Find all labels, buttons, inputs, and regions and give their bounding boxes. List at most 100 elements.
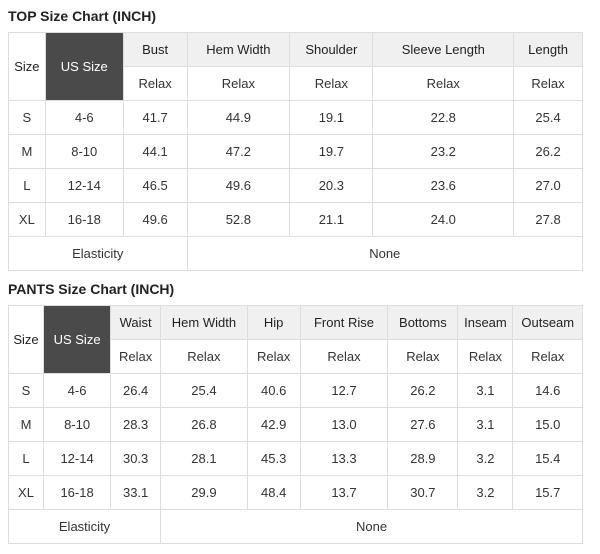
- value-cell: 44.9: [186, 100, 291, 135]
- column-header-bust: Bust: [122, 32, 188, 67]
- value-cell: 28.3: [110, 407, 162, 442]
- size-cell: M: [8, 407, 44, 442]
- fit-type-cell: Relax: [186, 66, 291, 101]
- fit-type-cell: Relax: [372, 66, 515, 101]
- us-size-cell: 8-10: [42, 407, 112, 442]
- value-cell: 45.3: [246, 441, 301, 476]
- us-size-cell: 8-10: [44, 134, 124, 169]
- us-size-cell: 4-6: [42, 373, 112, 408]
- elasticity-value: None: [160, 509, 583, 544]
- fit-type-row: Relax Relax Relax Relax Relax: [9, 66, 583, 101]
- elasticity-row: Elasticity None: [8, 236, 583, 271]
- size-column-header: Size: [8, 305, 44, 374]
- value-cell: 14.6: [512, 373, 583, 408]
- table-row: L 12-14 46.5 49.6 20.3 23.6 27.0: [8, 168, 583, 203]
- value-cell: 26.8: [160, 407, 248, 442]
- fit-type-cell: Relax: [289, 66, 374, 101]
- us-size-cell: 4-6: [44, 100, 124, 135]
- fit-type-cell: Relax: [457, 339, 514, 374]
- value-cell: 23.6: [372, 168, 515, 203]
- value-cell: 26.4: [110, 373, 162, 408]
- table-header-row: Size US Size Waist Hem Width Hip Front R…: [8, 305, 583, 374]
- value-cell: 33.1: [110, 475, 162, 510]
- value-cell: 42.9: [246, 407, 301, 442]
- column-header-inseam: Inseam: [457, 305, 514, 340]
- fit-type-cell: Relax: [513, 66, 583, 101]
- table-row: M 8-10 44.1 47.2 19.7 23.2 26.2: [8, 134, 583, 169]
- value-cell: 27.0: [513, 168, 583, 203]
- value-cell: 21.1: [289, 202, 374, 237]
- elasticity-label: Elasticity: [7, 509, 162, 544]
- us-size-cell: 12-14: [42, 441, 112, 476]
- value-cell: 3.2: [457, 441, 514, 476]
- column-header-hip: Hip: [246, 305, 301, 340]
- value-cell: 19.1: [289, 100, 374, 135]
- fit-type-cell: Relax: [160, 339, 248, 374]
- value-cell: 28.9: [387, 441, 459, 476]
- value-cell: 44.1: [122, 134, 188, 169]
- us-size-cell: 12-14: [44, 168, 124, 203]
- value-cell: 12.7: [299, 373, 389, 408]
- top-size-chart-section: TOP Size Chart (INCH) Size US Size Bust …: [8, 8, 592, 271]
- column-header-shoulder: Shoulder: [289, 32, 374, 67]
- size-cell: XL: [8, 475, 44, 510]
- value-cell: 48.4: [246, 475, 301, 510]
- column-header-front-rise: Front Rise: [299, 305, 389, 340]
- value-cell: 30.7: [387, 475, 459, 510]
- us-size-cell: 16-18: [44, 202, 124, 237]
- table-header-row: Size US Size Bust Hem Width Shoulder Sle…: [8, 32, 583, 101]
- us-size-column-header: US Size: [42, 305, 112, 374]
- column-header-bottoms: Bottoms: [387, 305, 459, 340]
- column-header-hem-width: Hem Width: [160, 305, 248, 340]
- top-size-table: Size US Size Bust Hem Width Shoulder Sle…: [8, 32, 583, 271]
- value-cell: 27.8: [513, 202, 583, 237]
- value-cell: 40.6: [246, 373, 301, 408]
- size-cell: L: [8, 441, 44, 476]
- column-header-waist: Waist: [110, 305, 162, 340]
- table-row: XL 16-18 49.6 52.8 21.1 24.0 27.8: [8, 202, 583, 237]
- pants-size-table: Size US Size Waist Hem Width Hip Front R…: [7, 305, 583, 544]
- size-cell: L: [8, 168, 46, 203]
- value-cell: 26.2: [387, 373, 459, 408]
- top-chart-title: TOP Size Chart (INCH): [8, 8, 157, 24]
- fit-type-cell: Relax: [246, 339, 301, 374]
- value-cell: 13.3: [299, 441, 389, 476]
- value-cell: 25.4: [513, 100, 583, 135]
- pants-chart-title: PANTS Size Chart (INCH): [8, 281, 175, 297]
- value-cell: 13.0: [299, 407, 389, 442]
- value-cell: 26.2: [513, 134, 583, 169]
- us-size-column-header: US Size: [44, 32, 124, 101]
- fit-type-cell: Relax: [299, 339, 389, 374]
- elasticity-label: Elasticity: [8, 236, 188, 271]
- value-cell: 3.1: [457, 407, 514, 442]
- value-cell: 25.4: [160, 373, 248, 408]
- size-cell: S: [8, 100, 46, 135]
- column-header-sleeve-length: Sleeve Length: [372, 32, 515, 67]
- value-cell: 49.6: [122, 202, 188, 237]
- column-header-outseam: Outseam: [512, 305, 583, 340]
- value-cell: 49.6: [186, 168, 291, 203]
- size-cell: S: [8, 373, 44, 408]
- value-cell: 3.2: [457, 475, 514, 510]
- value-cell: 28.1: [160, 441, 248, 476]
- fit-type-cell: Relax: [122, 66, 188, 101]
- value-cell: 47.2: [186, 134, 291, 169]
- size-column-header: Size: [8, 32, 46, 101]
- value-cell: 3.1: [457, 373, 514, 408]
- fit-type-cell: Relax: [512, 339, 583, 374]
- us-size-cell: 16-18: [42, 475, 112, 510]
- value-cell: 19.7: [289, 134, 374, 169]
- fit-type-row: Relax Relax Relax Relax Relax Relax Rela…: [9, 339, 583, 374]
- value-cell: 46.5: [122, 168, 188, 203]
- column-header-hem-width: Hem Width: [186, 32, 291, 67]
- value-cell: 30.3: [110, 441, 162, 476]
- fit-type-cell: Relax: [387, 339, 459, 374]
- elasticity-row: Elasticity None: [7, 509, 583, 544]
- value-cell: 41.7: [122, 100, 188, 135]
- table-row: XL 16-18 33.1 29.9 48.4 13.7 30.7 3.2 15…: [8, 475, 583, 510]
- value-cell: 15.7: [512, 475, 583, 510]
- table-row: S 4-6 26.4 25.4 40.6 12.7 26.2 3.1 14.6: [8, 373, 583, 408]
- column-header-length: Length: [513, 32, 583, 67]
- size-cell: XL: [8, 202, 46, 237]
- size-cell: M: [8, 134, 46, 169]
